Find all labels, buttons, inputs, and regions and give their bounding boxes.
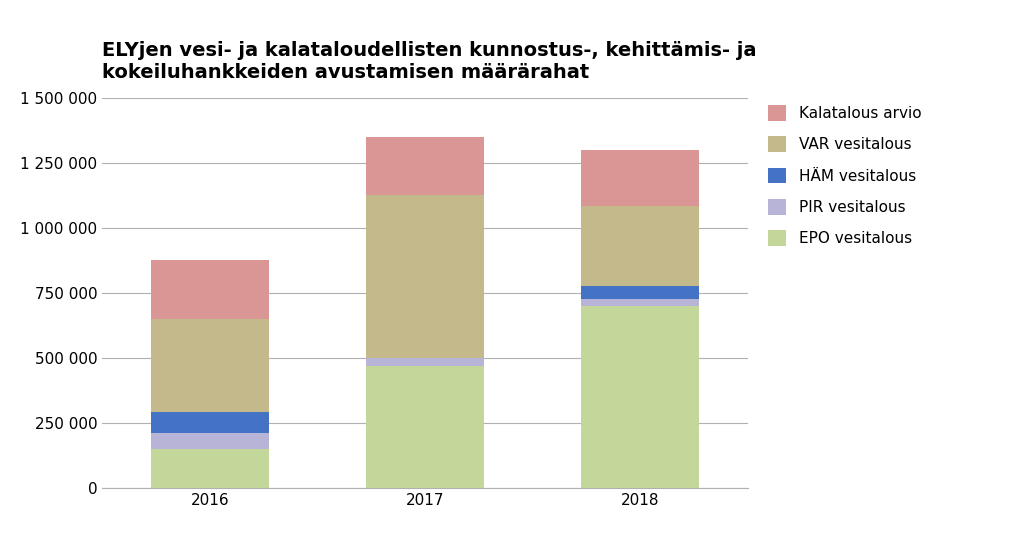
Bar	[151, 319, 269, 412]
Bar	[151, 412, 269, 433]
Text: ELYjen vesi- ja kalataloudellisten kunnostus-, kehittämis- ja
kokeiluhankkeiden : ELYjen vesi- ja kalataloudellisten kunno…	[102, 41, 757, 82]
Bar	[581, 286, 699, 299]
Bar	[581, 306, 699, 488]
Bar	[366, 195, 484, 358]
Bar	[366, 137, 484, 195]
Legend: Kalatalous arvio, VAR vesitalous, HÄM vesitalous, PIR vesitalous, EPO vesitalous: Kalatalous arvio, VAR vesitalous, HÄM ve…	[768, 105, 922, 246]
Bar	[366, 365, 484, 488]
Bar	[366, 358, 484, 365]
Bar	[151, 433, 269, 449]
Bar	[581, 205, 699, 286]
Bar	[151, 260, 269, 319]
Bar	[151, 449, 269, 488]
Bar	[581, 299, 699, 306]
Bar	[581, 150, 699, 205]
